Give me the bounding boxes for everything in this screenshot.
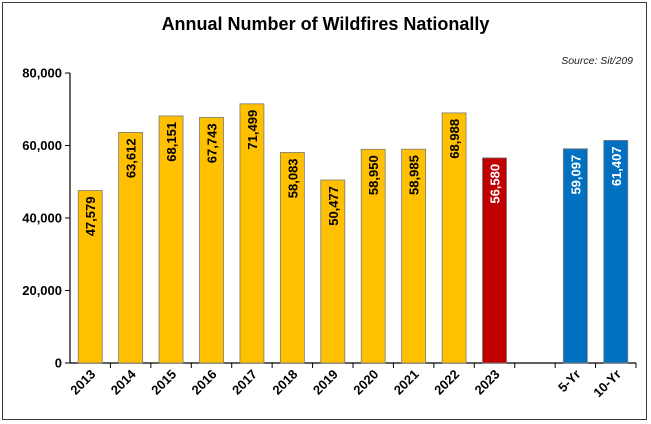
x-tick-label-2018: 2018 — [269, 367, 300, 398]
x-tick-label-2017: 2017 — [229, 367, 260, 398]
x-tick-label-2022: 2022 — [431, 367, 462, 398]
bar-2023 — [482, 157, 507, 364]
bar-2017 — [239, 103, 265, 364]
x-tick-label-2023: 2023 — [472, 367, 503, 398]
data-label-2017: 71,499 — [245, 110, 260, 150]
data-label-2023: 56,580 — [488, 164, 503, 204]
bar-2014 — [118, 132, 144, 364]
data-label-2014: 63,612 — [124, 138, 139, 178]
x-tick-label-2015: 2015 — [148, 367, 179, 398]
x-tick-label-10-Yr: 10-Yr — [590, 367, 624, 401]
bar-2020 — [360, 148, 386, 364]
data-label-2013: 47,579 — [83, 197, 98, 237]
bar-2019 — [320, 179, 346, 364]
data-label-2018: 58,083 — [285, 158, 300, 198]
data-label-2021: 58,985 — [407, 155, 422, 195]
x-tick-label-2020: 2020 — [350, 367, 381, 398]
bar-2015 — [158, 115, 184, 364]
bar-2022 — [441, 112, 467, 364]
chart-title: Annual Number of Wildfires Nationally — [161, 14, 490, 34]
x-tick-label-2013: 2013 — [67, 367, 98, 398]
bar-2021 — [401, 148, 427, 364]
chart-source-note: Source: Sit/209 — [561, 55, 633, 67]
bar-5-Yr — [562, 148, 588, 364]
data-label-2020: 58,950 — [366, 155, 381, 195]
x-tick-label-2021: 2021 — [391, 367, 422, 398]
bar-2016 — [199, 117, 224, 364]
data-label-2015: 68,151 — [164, 122, 179, 162]
x-tick-label-5-Yr: 5-Yr — [555, 367, 583, 395]
x-tick-label-2019: 2019 — [310, 367, 341, 398]
y-tick-label: 0 — [55, 356, 62, 371]
data-label-2019: 50,477 — [326, 186, 341, 226]
y-tick-label: 20,000 — [22, 283, 62, 298]
bar-2018 — [279, 152, 305, 364]
data-label-2016: 67,743 — [205, 123, 220, 163]
y-tick-label: 80,000 — [22, 66, 62, 81]
x-tick-label-2016: 2016 — [189, 367, 220, 398]
data-label-10-Yr: 61,407 — [609, 146, 624, 186]
x-tick-label-2014: 2014 — [108, 366, 140, 398]
bar-10-Yr — [603, 139, 629, 364]
data-label-2022: 68,988 — [447, 119, 462, 159]
bar-2013 — [77, 190, 103, 364]
y-tick-label: 40,000 — [22, 211, 62, 226]
y-tick-label: 60,000 — [22, 138, 62, 153]
data-label-5-Yr: 59,097 — [568, 155, 583, 195]
